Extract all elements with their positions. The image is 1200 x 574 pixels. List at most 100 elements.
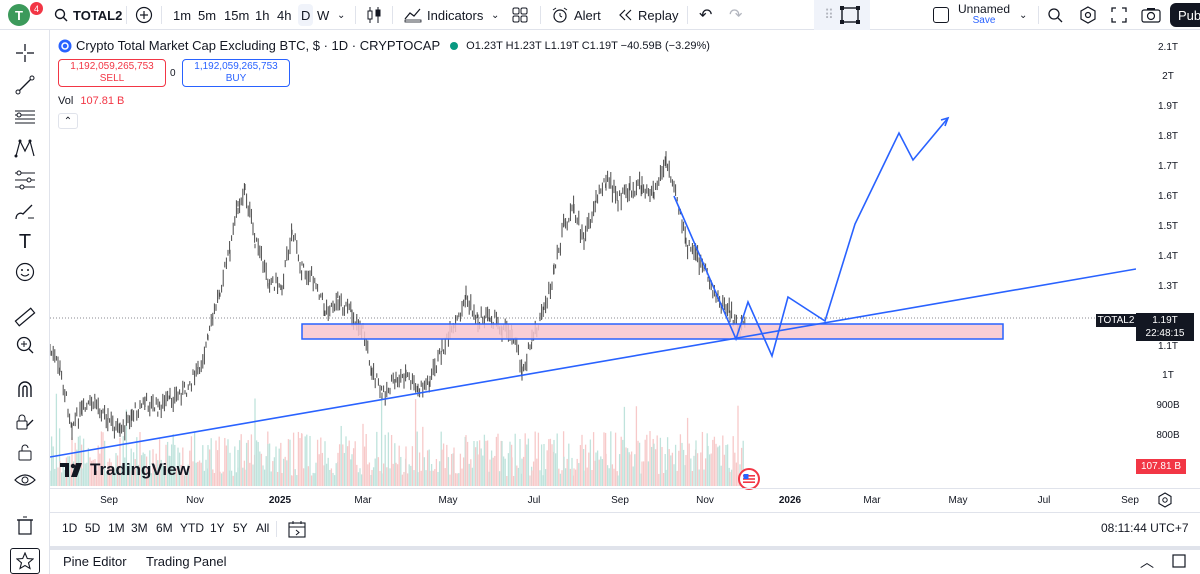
range-1m[interactable]: 1M [108, 521, 125, 535]
interval-d-active[interactable]: D [298, 4, 314, 26]
range-5d[interactable]: 5D [85, 521, 101, 535]
interval-5m[interactable]: 5m [198, 7, 217, 23]
range-5y[interactable]: 5Y [233, 521, 248, 535]
time-label: Sep [100, 495, 118, 506]
templates-icon[interactable] [512, 0, 528, 30]
lock-pencil-icon[interactable] [10, 408, 40, 434]
trading-panel-tab[interactable]: Trading Panel [146, 554, 227, 569]
price-label: 1.9T [1157, 101, 1178, 112]
range-1d[interactable]: 1D [62, 521, 78, 535]
goto-date-icon[interactable] [288, 520, 306, 541]
market-status-dot [450, 41, 459, 50]
interval-1m[interactable]: 1m [173, 7, 192, 23]
plus-circle-icon [135, 6, 153, 24]
publish-button[interactable]: Pub [1170, 3, 1200, 27]
undo-icon[interactable]: ↶ [699, 7, 713, 24]
interval-15m[interactable]: 15m [224, 7, 250, 23]
quick-search-icon[interactable] [1047, 0, 1063, 30]
search-icon [54, 8, 68, 22]
axis-settings-icon[interactable] [1157, 492, 1173, 511]
interval-4h[interactable]: 4h [277, 7, 292, 23]
layout-save-button[interactable]: Unnamed Save [958, 0, 1010, 30]
price-label: 1.3T [1157, 281, 1178, 292]
alert-button[interactable]: Alert [551, 0, 601, 30]
camera-icon[interactable] [1141, 0, 1161, 30]
brush-icon[interactable] [10, 199, 40, 225]
economic-event-icon[interactable] [738, 468, 760, 490]
fullscreen-icon[interactable] [1111, 0, 1127, 30]
favorites-star-icon[interactable] [10, 548, 40, 574]
maximize-panel-icon[interactable] [1172, 554, 1186, 571]
compare-symbol-button[interactable] [135, 0, 153, 30]
volume-price-tag: 107.81 B [1136, 459, 1186, 474]
volume-legend[interactable]: Vol 107.81 B [58, 95, 124, 107]
watermark-text: TradingView [90, 460, 190, 479]
sell-button[interactable]: 1,192,059,265,753 SELL [58, 59, 166, 87]
range-all[interactable]: All [256, 521, 270, 535]
replay-button[interactable]: Replay [618, 0, 678, 30]
range-3m[interactable]: 3M [131, 521, 148, 535]
time-label: Jul [1037, 495, 1051, 506]
interval-w[interactable]: W [317, 7, 330, 23]
alarm-clock-icon [552, 7, 568, 23]
forecast-tools-icon[interactable] [10, 167, 40, 193]
price-label: 1.7T [1157, 161, 1178, 172]
price-label: 800B [1156, 430, 1180, 441]
interval-1h[interactable]: 1h [255, 7, 270, 23]
timezone-clock[interactable]: 08:11:44 UTC+7 [1101, 521, 1189, 535]
tradingview-watermark: TradingView [60, 460, 190, 480]
horizontal-lines-icon[interactable] [10, 104, 40, 130]
avatar-letter: T [8, 4, 30, 26]
zoom-in-icon[interactable] [10, 332, 40, 358]
crosshair-icon[interactable] [10, 40, 40, 66]
magnet-icon[interactable] [10, 376, 40, 402]
candles-icon[interactable] [366, 0, 382, 30]
chevron-down-icon[interactable]: ⌄ [1019, 9, 1028, 21]
date-range-bar: 1D 5D 1M 3M 6M YTD 1Y 5Y All 08:11:44 UT… [50, 512, 1200, 544]
tradingview-logo-icon [60, 463, 82, 477]
settings-hexagon-icon[interactable] [1079, 0, 1097, 30]
collapse-legend-button[interactable]: ⌃ [58, 113, 78, 129]
price-axis[interactable]: 2.1T 2T 1.9T 1.8T 1.7T 1.6T 1.5T 1.4T 1.… [1096, 30, 1200, 488]
chevron-down-icon[interactable]: ⌄ [491, 9, 500, 21]
price-label: 1.6T [1157, 191, 1178, 202]
time-label: Sep [1121, 495, 1139, 506]
price-label: 1.8T [1157, 131, 1178, 142]
indicators-button[interactable]: Indicators [404, 0, 483, 30]
text-tool-icon[interactable]: T [18, 230, 32, 253]
indicators-label: Indicators [427, 7, 484, 23]
xabcd-pattern-icon[interactable] [10, 135, 40, 161]
trend-line-icon[interactable] [10, 72, 40, 98]
pine-editor-tab[interactable]: Pine Editor [63, 554, 127, 569]
time-label: Mar [863, 495, 881, 506]
emoji-icon[interactable] [10, 259, 40, 285]
trash-icon[interactable] [10, 513, 40, 539]
unlock-icon[interactable] [10, 439, 40, 465]
sell-price: 1,192,059,265,753 [70, 61, 154, 72]
symbol-search[interactable]: TOTAL2 [54, 0, 122, 30]
range-1y[interactable]: 1Y [210, 521, 225, 535]
top-toolbar: T 4 TOTAL2 1m 5m 15m 1h 4h D W ⌄ Indicat… [0, 0, 1200, 30]
price-label: 1.5T [1157, 221, 1178, 232]
redo-icon[interactable]: ↷ [729, 7, 743, 24]
fullscreen-layout-button[interactable]: ⠿ [814, 0, 870, 30]
time-label: Jul [527, 495, 541, 506]
range-6m[interactable]: 6M [156, 521, 173, 535]
eye-icon[interactable] [10, 467, 40, 493]
buy-button[interactable]: 1,192,059,265,753 BUY [182, 59, 290, 87]
time-axis[interactable]: Sep Nov 2025 Mar May Jul Sep Nov 2026 Ma… [50, 488, 1200, 512]
notification-badge: 4 [30, 2, 43, 15]
buy-label: BUY [225, 73, 247, 84]
price-chart[interactable] [50, 30, 1136, 488]
chart-pane[interactable]: Crypto Total Market Cap Excluding BTC, $… [50, 30, 1136, 490]
chevron-up-icon[interactable]: ︿ [1140, 554, 1154, 570]
time-label: Nov [696, 495, 714, 506]
ruler-icon[interactable] [10, 304, 40, 330]
chart-legend[interactable]: Crypto Total Market Cap Excluding BTC, $… [58, 38, 710, 53]
layout-checkbox[interactable] [933, 0, 949, 30]
projection-arrowhead [940, 116, 950, 127]
symbol-name: TOTAL2 [73, 7, 123, 23]
range-ytd[interactable]: YTD [180, 521, 204, 535]
user-avatar[interactable]: T 4 [8, 0, 43, 30]
chevron-down-icon[interactable]: ⌄ [337, 9, 346, 21]
